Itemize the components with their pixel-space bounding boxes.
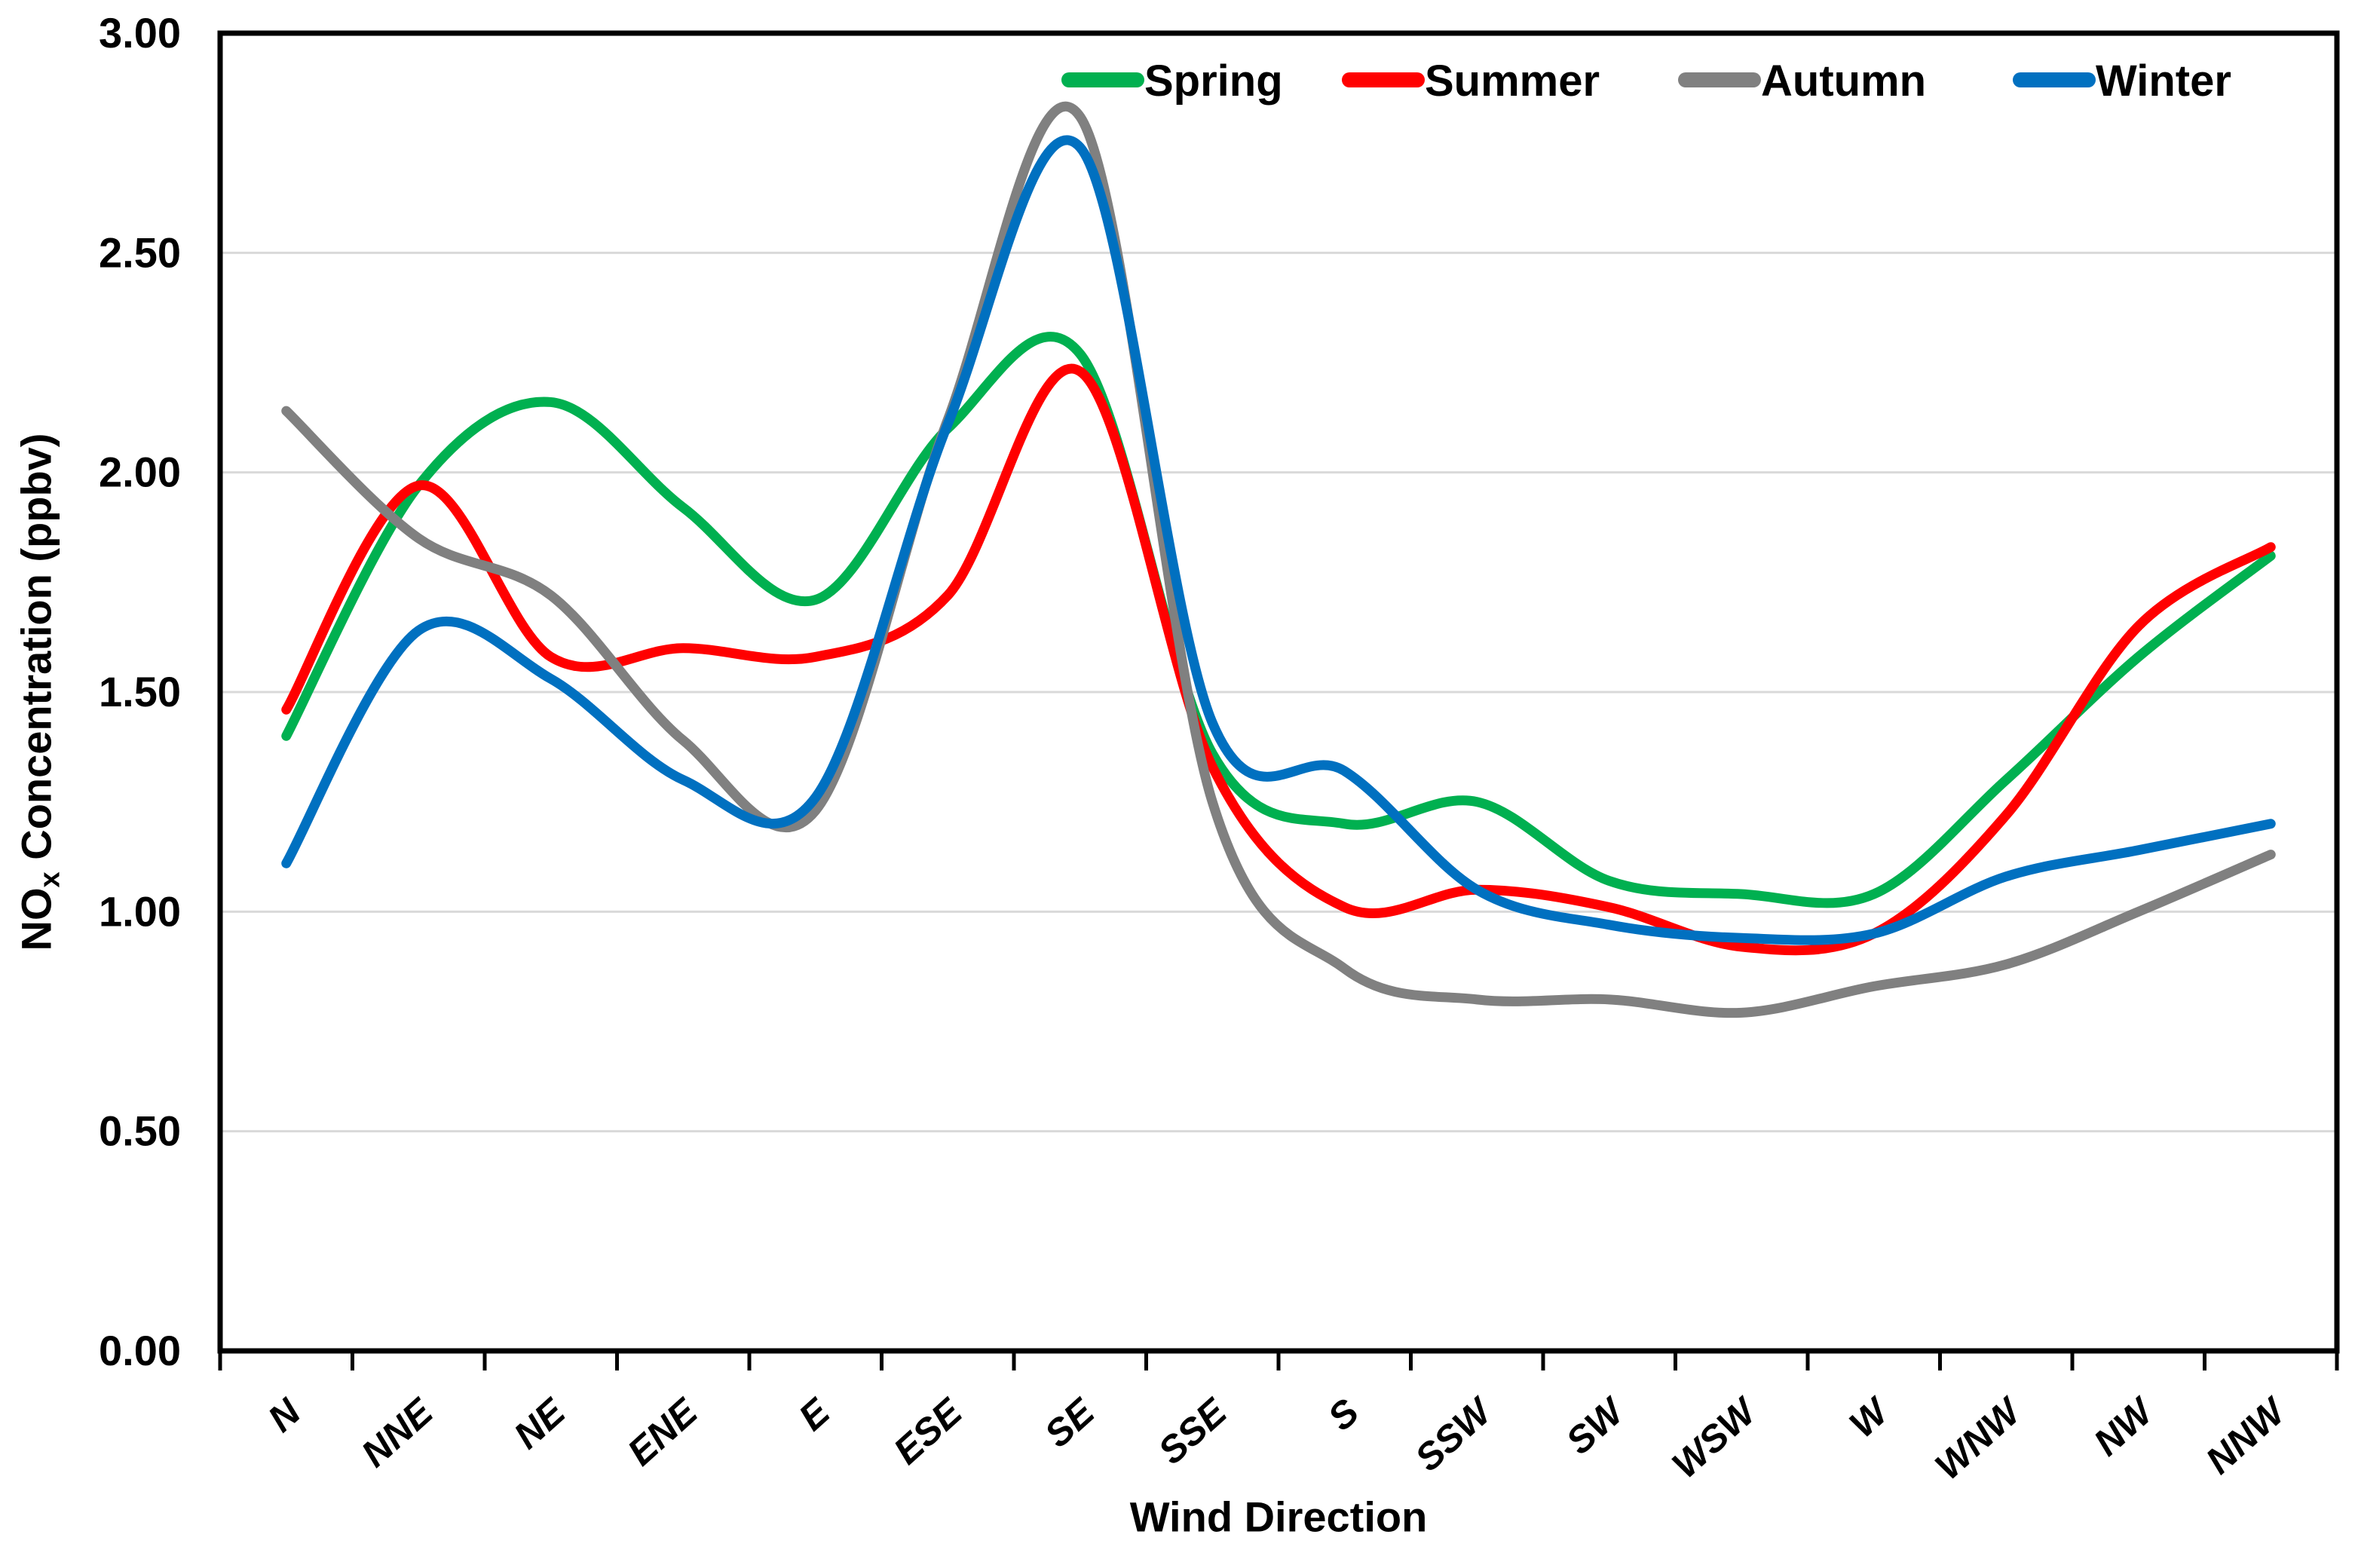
y-tick-label: 2.00 <box>99 449 181 496</box>
series-lines <box>281 101 2276 1018</box>
x-tick-label-sse: SSE <box>1150 1389 1236 1472</box>
legend-label-summer: Summer <box>1425 57 1600 106</box>
y-axis-title: NOx Concentration (ppbv) <box>12 433 67 951</box>
y-tick-label: 3.00 <box>99 9 181 57</box>
x-tick-label-s: S <box>1320 1391 1367 1439</box>
x-axis-title: Wind Direction <box>1129 1493 1428 1541</box>
legend-item-autumn: Autumn <box>1678 57 1926 106</box>
legend: Spring Summer Autumn Winter <box>1061 57 2231 106</box>
y-axis-title-prefix: NO <box>12 887 60 951</box>
y-axis-title-suffix: Concentration (ppbv) <box>12 433 60 872</box>
y-tick-label: 0.00 <box>99 1327 181 1374</box>
y-tick-label: 1.00 <box>99 887 181 935</box>
series-line-spring <box>281 332 2276 908</box>
x-tick-label-w: W <box>1842 1389 1898 1446</box>
series-line-winter <box>281 135 2276 945</box>
legend-label-spring: Spring <box>1144 57 1283 106</box>
y-tick-labels: 0.00 0.50 1.00 1.50 2.00 2.50 3.00 <box>99 9 181 1374</box>
legend-item-winter: Winter <box>2013 57 2231 106</box>
legend-label-winter: Winter <box>2096 57 2231 106</box>
x-tick-label-se: SE <box>1037 1389 1103 1455</box>
legend-item-spring: Spring <box>1061 57 1283 106</box>
y-axis-title-subscript: x <box>34 871 66 888</box>
x-tick-label-ssw: SSW <box>1407 1389 1501 1479</box>
x-tick-label-e: E <box>791 1389 838 1438</box>
x-tick-label-wnw: WNW <box>1927 1389 2030 1487</box>
legend-item-summer: Summer <box>1342 57 1600 106</box>
x-tick-label-wsw: WSW <box>1664 1389 1765 1487</box>
gridlines <box>220 251 2337 1133</box>
x-tick-label-n: N <box>260 1390 309 1440</box>
x-tick-label-nw: NW <box>2086 1389 2163 1464</box>
x-tick-label-sw: SW <box>1558 1389 1634 1462</box>
x-tick-label-nnw: NNW <box>2197 1389 2295 1482</box>
y-tick-label: 2.50 <box>99 228 181 276</box>
axis-ticks <box>218 1351 2339 1370</box>
series-line-autumn <box>281 101 2276 1018</box>
y-tick-label: 1.50 <box>99 668 181 715</box>
x-tick-label-ne: NE <box>506 1389 574 1456</box>
x-tick-label-nne: NNE <box>354 1389 442 1475</box>
series-line-summer <box>281 363 2276 956</box>
legend-label-autumn: Autumn <box>1761 57 1926 106</box>
x-tick-label-ese: ESE <box>886 1389 971 1472</box>
y-tick-label: 0.50 <box>99 1107 181 1155</box>
x-tick-labels: N NNE NE ENE E ESE SE SSE S SSW SW WSW W WNW NW NNW <box>260 1389 2295 1487</box>
x-tick-label-ene: ENE <box>620 1389 706 1474</box>
